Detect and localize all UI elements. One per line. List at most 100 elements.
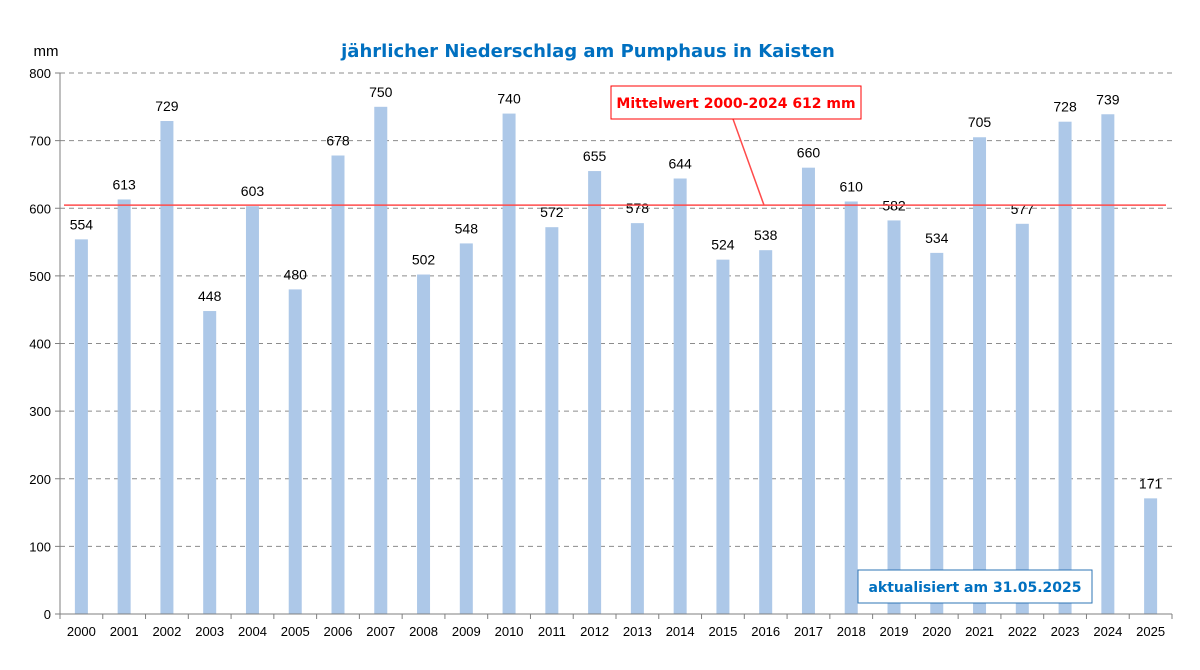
- x-tick-label-2001: 2001: [110, 624, 139, 639]
- mean-label-text: Mittelwert 2000-2024 612 mm: [616, 96, 855, 112]
- data-label-2001: 613: [112, 176, 136, 192]
- x-tick-label-2014: 2014: [666, 624, 695, 639]
- data-label-2022: 577: [1011, 201, 1035, 217]
- data-label-2003: 448: [198, 288, 222, 304]
- x-tick-label-2022: 2022: [1008, 624, 1037, 639]
- bar-2003: [203, 311, 217, 614]
- y-tick-label: 700: [29, 134, 51, 149]
- update-note-box: [857, 569, 1093, 604]
- data-label-2000: 554: [70, 216, 94, 232]
- x-tick-label-2002: 2002: [152, 624, 181, 639]
- data-label-2002: 729: [155, 98, 179, 114]
- y-tick-label: 500: [29, 269, 51, 284]
- bar-2010: [502, 113, 516, 614]
- x-tick-label-2017: 2017: [794, 624, 823, 639]
- bar-2020: [930, 252, 944, 614]
- data-label-2020: 534: [925, 230, 949, 246]
- x-tick-label-2012: 2012: [580, 624, 609, 639]
- bar-2014: [673, 178, 687, 614]
- bar-2021: [973, 137, 987, 614]
- data-label-2006: 678: [326, 133, 350, 149]
- x-tick-label-2016: 2016: [751, 624, 780, 639]
- bar-2024: [1101, 114, 1115, 614]
- gridlines: [60, 72, 1172, 547]
- bar-2002: [160, 121, 174, 615]
- x-tick-label-2025: 2025: [1136, 624, 1165, 639]
- bar-2012: [588, 171, 602, 614]
- bar-2001: [117, 199, 131, 615]
- data-label-2021: 705: [968, 114, 992, 130]
- data-label-2013: 578: [626, 200, 650, 216]
- mean-label-box: [610, 85, 862, 120]
- y-tick-label: 600: [29, 201, 51, 216]
- bar-2017: [801, 167, 815, 615]
- x-tick-label-2024: 2024: [1093, 624, 1122, 639]
- data-label-2011: 572: [540, 204, 564, 220]
- y-tick-label: 400: [29, 337, 51, 352]
- y-tick-label: 100: [29, 539, 51, 554]
- x-tick-label-2004: 2004: [238, 624, 267, 639]
- x-tick-label-2008: 2008: [409, 624, 438, 639]
- bar-2009: [459, 243, 473, 615]
- data-label-2015: 524: [711, 237, 735, 253]
- data-label-2010: 740: [497, 91, 521, 107]
- data-label-2012: 655: [583, 148, 607, 164]
- x-tick-label-2020: 2020: [922, 624, 951, 639]
- update-note: aktualisiert am 31.05.2025: [857, 569, 1093, 604]
- data-label-2024: 739: [1096, 91, 1120, 107]
- y-tick-label: 300: [29, 404, 51, 419]
- data-label-2016: 538: [754, 227, 778, 243]
- x-tick-label-2019: 2019: [880, 624, 909, 639]
- data-label-2023: 728: [1053, 99, 1077, 115]
- x-tick-label-2006: 2006: [324, 624, 353, 639]
- x-tick-label-2005: 2005: [281, 624, 310, 639]
- bar-2019: [887, 220, 901, 615]
- x-tick-label-2010: 2010: [495, 624, 524, 639]
- x-tick-label-2015: 2015: [708, 624, 737, 639]
- bar-2004: [245, 206, 259, 614]
- x-tick-label-2013: 2013: [623, 624, 652, 639]
- x-tick-label-2021: 2021: [965, 624, 994, 639]
- bar-2022: [1015, 223, 1029, 614]
- data-label-2008: 502: [412, 252, 436, 268]
- data-label-2025: 171: [1139, 475, 1163, 491]
- y-tick-label: 200: [29, 472, 51, 487]
- x-tick-label-2018: 2018: [837, 624, 866, 639]
- bar-2023: [1058, 121, 1072, 614]
- bar-2013: [630, 223, 644, 614]
- y-tick-label: 0: [44, 607, 51, 622]
- bar-2008: [417, 274, 431, 614]
- x-tick-label-2003: 2003: [195, 624, 224, 639]
- bar-2015: [716, 259, 730, 614]
- bar-2011: [545, 227, 559, 614]
- x-tick-label-2009: 2009: [452, 624, 481, 639]
- bar-2025: [1144, 498, 1158, 614]
- data-label-2014: 644: [668, 155, 692, 171]
- data-label-2005: 480: [284, 266, 308, 282]
- bars: [74, 106, 1158, 615]
- data-label-2017: 660: [797, 145, 821, 161]
- bar-2006: [331, 155, 345, 614]
- x-tick-label-2011: 2011: [538, 624, 566, 639]
- bar-2018: [844, 201, 858, 615]
- x-tick-label-2007: 2007: [366, 624, 395, 639]
- x-tick-label-2000: 2000: [67, 624, 96, 639]
- data-labels: 554 613 729 448 603 480 678 750 502 548 740 572 655 5…: [70, 84, 1163, 492]
- mean-reference: Mittelwert 2000-2024 612 mm: [64, 85, 1166, 206]
- chart-title: jährlicher Niederschlag am Pumphaus in K…: [340, 41, 835, 62]
- y-axis-unit-label: mm: [34, 43, 59, 60]
- x-tick-label-2023: 2023: [1051, 624, 1080, 639]
- mean-label-leader-line: [732, 118, 765, 206]
- axes: 0 100 200 300 400 500 600 700 800 2000 2001 2002 200…: [29, 66, 1173, 639]
- data-label-2018: 610: [840, 178, 864, 194]
- bar-2007: [374, 106, 388, 614]
- bar-2005: [288, 289, 302, 614]
- data-label-2004: 603: [241, 183, 265, 199]
- update-note-text: aktualisiert am 31.05.2025: [868, 580, 1081, 596]
- data-label-2009: 548: [455, 220, 479, 236]
- bar-2016: [759, 250, 773, 615]
- y-tick-label: 800: [29, 66, 51, 81]
- bar-2000: [74, 239, 88, 615]
